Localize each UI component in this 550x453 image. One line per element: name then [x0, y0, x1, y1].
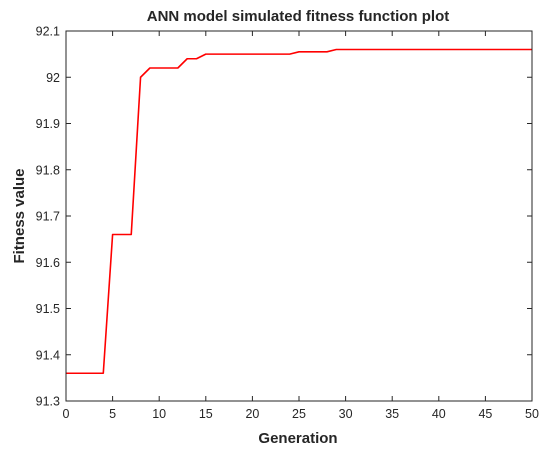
y-tick-label: 91.7: [36, 210, 60, 224]
y-tick-label: 91.9: [36, 117, 60, 131]
y-tick-label: 92: [46, 71, 60, 85]
x-tick-label: 20: [245, 407, 259, 421]
axes-box: [65, 30, 533, 402]
plot-background: [66, 31, 532, 401]
y-tick-label: 91.5: [36, 302, 60, 316]
x-tick-label: 35: [385, 407, 399, 421]
x-tick-label: 45: [478, 407, 492, 421]
x-tick-label: 50: [525, 407, 539, 421]
y-tick-label: 91.6: [36, 256, 60, 270]
x-tick-label: 30: [339, 407, 353, 421]
x-tick-label: 10: [152, 407, 166, 421]
chart-title: ANN model simulated fitness function plo…: [147, 8, 450, 25]
y-tick-label: 91.8: [36, 163, 60, 177]
fitness-series-line: [66, 48, 532, 375]
y-tick-label: 91.4: [36, 348, 60, 362]
x-tick-label: 40: [432, 407, 446, 421]
x-tick-label: 25: [292, 407, 306, 421]
plot-area: 0 5 10 15 20 25 30 35 40 45 50 91.3 91.4 91.5 91.6 91.7…: [36, 25, 539, 422]
x-axis-title: Generation: [258, 430, 337, 447]
y-tick-label: 91.3: [36, 395, 60, 409]
x-tick-label: 0: [63, 407, 70, 421]
x-tick-label: 5: [109, 407, 116, 421]
y-tick-label: 92.1: [36, 25, 60, 39]
x-tick-label: 15: [199, 407, 213, 421]
y-axis-title: Fitness value: [11, 168, 28, 263]
